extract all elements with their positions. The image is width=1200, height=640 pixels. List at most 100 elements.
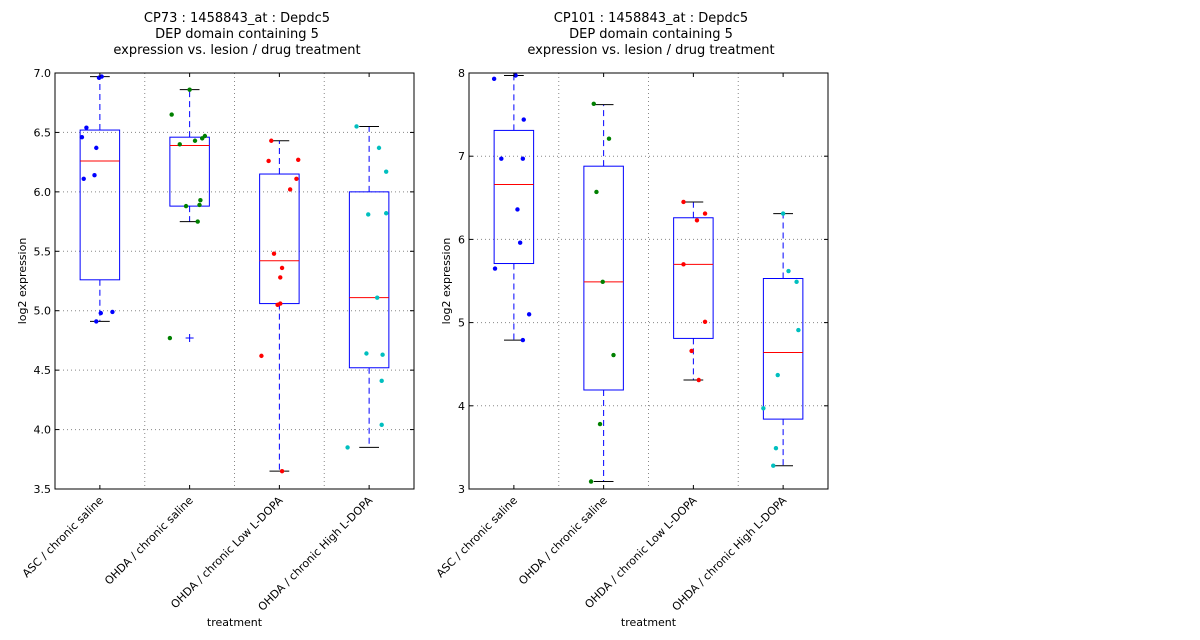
data-point — [606, 136, 612, 141]
data-point — [275, 302, 280, 307]
data-point — [588, 479, 594, 484]
box — [348, 191, 390, 369]
data-point — [694, 218, 700, 223]
x-tick-label: ASC / chronic saline — [20, 494, 106, 580]
y-tick-label: 6.5 — [34, 126, 52, 139]
data-point — [110, 309, 115, 315]
data-point — [296, 157, 301, 162]
data-point — [266, 158, 271, 164]
data-point — [195, 219, 200, 224]
x-tick-label: ASC / chronic saline — [434, 494, 520, 580]
x-tick-label: OHDA / chronic saline — [102, 494, 196, 588]
data-point — [98, 310, 103, 316]
data-point — [520, 337, 526, 343]
data-point — [611, 352, 616, 358]
data-point — [187, 87, 192, 92]
box — [259, 173, 300, 305]
data-point — [183, 203, 189, 209]
chart-title-line: expression vs. lesion / drug treatment — [527, 43, 774, 58]
data-point — [517, 240, 523, 245]
data-point — [526, 312, 532, 317]
box — [583, 165, 624, 391]
data-point — [199, 136, 205, 141]
data-point — [383, 211, 389, 216]
y-tick-label: 5.5 — [34, 245, 52, 258]
x-axis-label: treatment — [207, 616, 263, 629]
data-point — [492, 266, 498, 271]
box — [493, 129, 535, 265]
data-point — [780, 211, 786, 216]
y-tick-label: 5.0 — [34, 305, 52, 318]
data-point — [294, 176, 299, 181]
data-point — [198, 197, 203, 203]
data-point — [376, 145, 382, 151]
x-axis-label: treatment — [621, 616, 677, 629]
data-point — [259, 353, 264, 359]
data-point — [345, 445, 350, 450]
data-point — [794, 279, 799, 285]
y-axis-label: log2 expression — [440, 238, 453, 325]
y-tick-label: 7 — [458, 150, 465, 163]
data-point — [513, 73, 518, 78]
data-point — [591, 101, 596, 106]
data-point — [681, 262, 686, 267]
data-point — [515, 207, 520, 212]
y-tick-label: 5 — [458, 317, 465, 330]
data-point — [279, 265, 285, 271]
box — [673, 217, 714, 339]
chart-title-line: CP101 : 1458843_at : Depdc5 — [554, 11, 748, 26]
data-point — [520, 156, 526, 161]
box — [762, 278, 804, 420]
y-tick-label: 8 — [458, 67, 465, 80]
x-tick-label: OHDA / chronic saline — [516, 494, 610, 588]
data-point — [786, 268, 791, 274]
data-point — [775, 372, 780, 378]
chart-title-line: CP73 : 1458843_at : Depdc5 — [144, 11, 330, 26]
data-point — [354, 124, 359, 129]
data-point — [81, 176, 86, 181]
data-point — [79, 134, 85, 140]
data-point — [521, 117, 526, 122]
data-point — [491, 76, 497, 82]
data-point — [366, 212, 371, 217]
data-point — [681, 199, 686, 205]
data-point — [702, 319, 708, 324]
y-tick-label: 4.5 — [34, 364, 52, 377]
data-point — [702, 211, 708, 216]
data-point — [796, 327, 801, 333]
data-point — [169, 112, 174, 117]
y-tick-label: 6.0 — [34, 186, 52, 199]
box — [79, 129, 121, 281]
data-point — [771, 463, 776, 468]
y-tick-label: 4 — [458, 400, 465, 413]
data-point — [600, 279, 605, 285]
axes-frame — [468, 72, 829, 490]
y-axis-label: log2 expression — [16, 238, 29, 325]
y-tick-label: 3.5 — [34, 483, 52, 496]
data-point — [278, 275, 283, 280]
outlier-marker — [185, 334, 194, 343]
data-point — [279, 468, 285, 474]
data-point — [379, 422, 384, 428]
data-point — [773, 446, 779, 451]
data-point — [375, 295, 380, 300]
y-tick-label: 4.0 — [34, 424, 52, 437]
y-tick-label: 6 — [458, 233, 465, 246]
y-tick-label: 3 — [458, 483, 465, 496]
data-point — [269, 138, 274, 143]
data-point — [379, 378, 384, 384]
data-point — [597, 421, 603, 427]
data-point — [594, 189, 599, 195]
chart-title-line: expression vs. lesion / drug treatment — [113, 43, 360, 58]
data-point — [383, 169, 389, 174]
data-point — [94, 145, 99, 151]
data-point — [364, 351, 369, 356]
data-point — [167, 335, 173, 341]
data-point — [499, 156, 504, 161]
data-point — [197, 202, 202, 208]
data-point — [287, 187, 293, 192]
data-point — [177, 142, 182, 147]
